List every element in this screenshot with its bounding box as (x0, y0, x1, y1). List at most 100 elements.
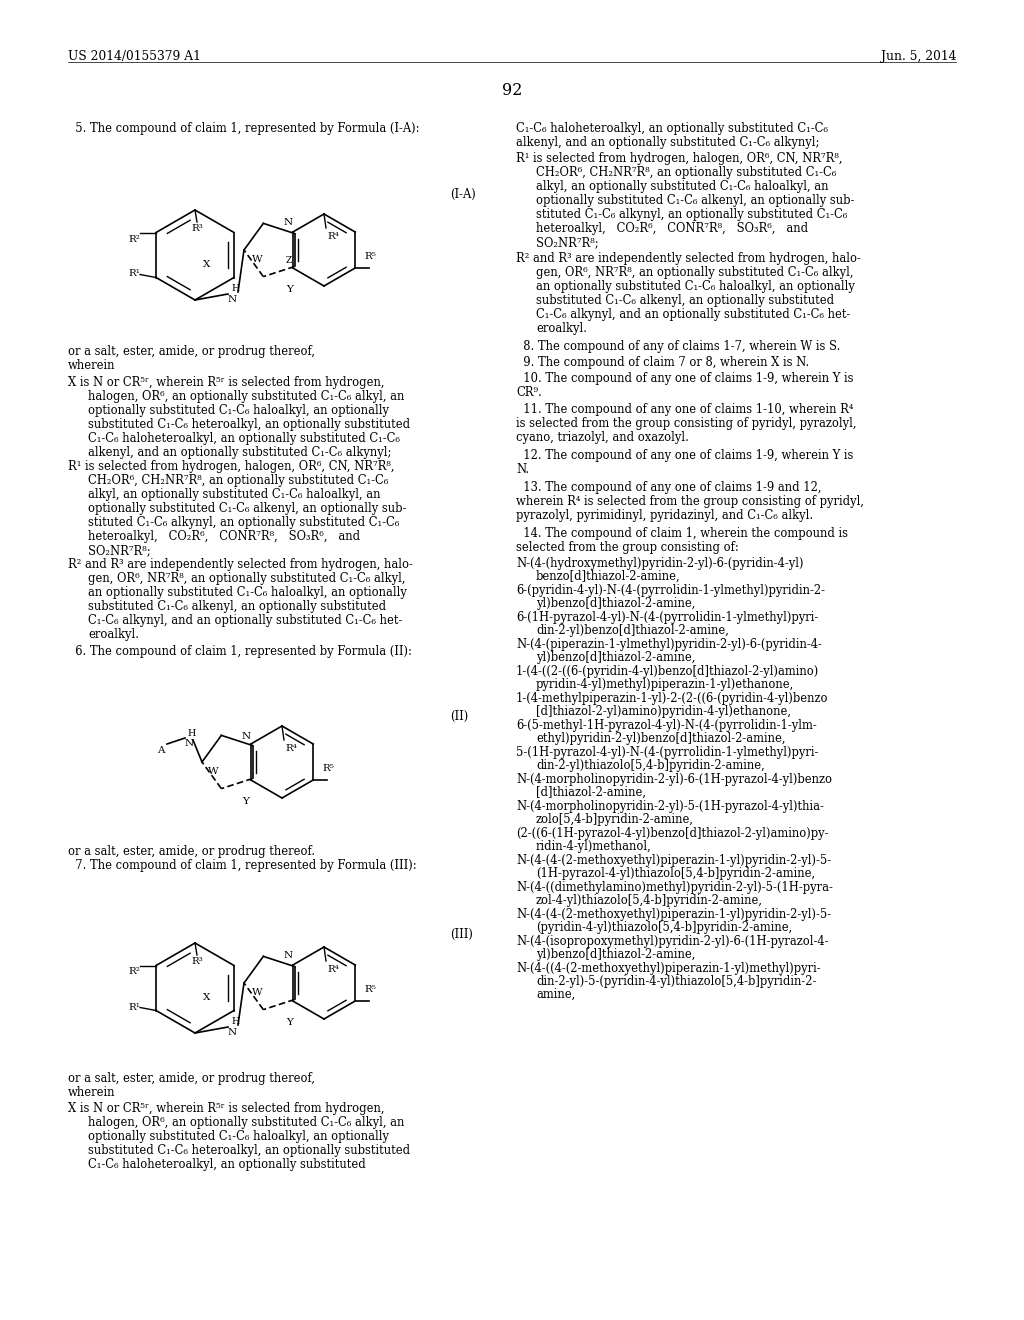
Text: yl)benzo[d]thiazol-2-amine,: yl)benzo[d]thiazol-2-amine, (536, 948, 695, 961)
Text: N-(4-morpholinopyridin-2-yl)-5-(1H-pyrazol-4-yl)thia-: N-(4-morpholinopyridin-2-yl)-5-(1H-pyraz… (516, 800, 824, 813)
Text: 8. The compound of any of claims 1‑7, wherein W is S.: 8. The compound of any of claims 1‑7, wh… (516, 341, 841, 352)
Text: R⁵: R⁵ (364, 252, 376, 261)
Text: an optionally substituted C₁-C₆ haloalkyl, an optionally: an optionally substituted C₁-C₆ haloalky… (88, 586, 407, 599)
Text: halogen, OR⁶, an optionally substituted C₁-C₆ alkyl, an: halogen, OR⁶, an optionally substituted … (88, 389, 404, 403)
Text: R² and R³ are independently selected from hydrogen, halo-: R² and R³ are independently selected fro… (68, 558, 413, 572)
Text: alkenyl, and an optionally substituted C₁-C₆ alkynyl;: alkenyl, and an optionally substituted C… (516, 136, 819, 149)
Text: optionally substituted C₁-C₆ alkenyl, an optionally sub-: optionally substituted C₁-C₆ alkenyl, an… (536, 194, 854, 207)
Text: 11. The compound of any one of claims 1‑10, wherein R⁴: 11. The compound of any one of claims 1‑… (516, 403, 853, 416)
Text: (2-((6-(1H-pyrazol-4-yl)benzo[d]thiazol-2-yl)amino)py-: (2-((6-(1H-pyrazol-4-yl)benzo[d]thiazol-… (516, 828, 828, 840)
Text: R⁵: R⁵ (322, 764, 334, 774)
Text: zolo[5,4-b]pyridin-2-amine,: zolo[5,4-b]pyridin-2-amine, (536, 813, 694, 826)
Text: N-(4-morpholinopyridin-2-yl)-6-(1H-pyrazol-4-yl)benzo: N-(4-morpholinopyridin-2-yl)-6-(1H-pyraz… (516, 774, 831, 785)
Text: alkyl, an optionally substituted C₁-C₆ haloalkyl, an: alkyl, an optionally substituted C₁-C₆ h… (88, 488, 381, 502)
Text: 6-(pyridin-4-yl)-N-(4-(pyrrolidin-1-ylmethyl)pyridin-2-: 6-(pyridin-4-yl)-N-(4-(pyrrolidin-1-ylme… (516, 583, 825, 597)
Text: R²: R² (128, 235, 140, 243)
Text: selected from the group consisting of:: selected from the group consisting of: (516, 541, 738, 554)
Text: R³: R³ (191, 957, 203, 966)
Text: X: X (203, 260, 210, 269)
Text: yl)benzo[d]thiazol-2-amine,: yl)benzo[d]thiazol-2-amine, (536, 597, 695, 610)
Text: eroalkyl.: eroalkyl. (536, 322, 587, 335)
Text: 6-(5-methyl-1H-pyrazol-4-yl)-N-(4-(pyrrolidin-1-ylm-: 6-(5-methyl-1H-pyrazol-4-yl)-N-(4-(pyrro… (516, 719, 817, 733)
Text: Y: Y (242, 797, 249, 807)
Text: N: N (185, 739, 195, 748)
Text: SO₂NR⁷R⁸;: SO₂NR⁷R⁸; (88, 544, 151, 557)
Text: yl)benzo[d]thiazol-2-amine,: yl)benzo[d]thiazol-2-amine, (536, 651, 695, 664)
Text: N-(4-(piperazin-1-ylmethyl)pyridin-2-yl)-6-(pyridin-4-: N-(4-(piperazin-1-ylmethyl)pyridin-2-yl)… (516, 638, 822, 651)
Text: CH₂OR⁶, CH₂NR⁷R⁸, an optionally substituted C₁-C₆: CH₂OR⁶, CH₂NR⁷R⁸, an optionally substitu… (88, 474, 388, 487)
Text: C₁-C₆ haloheteroalkyl, an optionally substituted C₁-C₆: C₁-C₆ haloheteroalkyl, an optionally sub… (88, 432, 400, 445)
Text: N: N (228, 294, 238, 304)
Text: W: W (208, 767, 219, 776)
Text: R⁵: R⁵ (364, 985, 376, 994)
Text: N: N (242, 733, 251, 741)
Text: 6-(1H-pyrazol-4-yl)-N-(4-(pyrrolidin-1-ylmethyl)pyri-: 6-(1H-pyrazol-4-yl)-N-(4-(pyrrolidin-1-y… (516, 611, 818, 624)
Text: R⁴: R⁴ (327, 965, 339, 974)
Text: din-2-yl)benzo[d]thiazol-2-amine,: din-2-yl)benzo[d]thiazol-2-amine, (536, 624, 729, 638)
Text: stituted C₁-C₆ alkynyl, an optionally substituted C₁-C₆: stituted C₁-C₆ alkynyl, an optionally su… (536, 209, 848, 220)
Text: 92: 92 (502, 82, 522, 99)
Text: 1-(4-((2-((6-(pyridin-4-yl)benzo[d]thiazol-2-yl)amino): 1-(4-((2-((6-(pyridin-4-yl)benzo[d]thiaz… (516, 665, 819, 678)
Text: US 2014/0155379 A1: US 2014/0155379 A1 (68, 50, 201, 63)
Text: 9. The compound of claim 7 or 8, wherein X is N.: 9. The compound of claim 7 or 8, wherein… (516, 356, 809, 370)
Text: N-(4-(4-(2-methoxyethyl)piperazin-1-yl)pyridin-2-yl)-5-: N-(4-(4-(2-methoxyethyl)piperazin-1-yl)p… (516, 908, 831, 921)
Text: C₁-C₆ haloheteroalkyl, an optionally substituted: C₁-C₆ haloheteroalkyl, an optionally sub… (88, 1158, 366, 1171)
Text: eroalkyl.: eroalkyl. (88, 628, 139, 642)
Text: optionally substituted C₁-C₆ haloalkyl, an optionally: optionally substituted C₁-C₆ haloalkyl, … (88, 404, 389, 417)
Text: wherein: wherein (68, 359, 116, 372)
Text: ridin-4-yl)methanol,: ridin-4-yl)methanol, (536, 840, 651, 853)
Text: N: N (228, 1028, 238, 1038)
Text: N-(4-(hydroxymethyl)pyridin-2-yl)-6-(pyridin-4-yl): N-(4-(hydroxymethyl)pyridin-2-yl)-6-(pyr… (516, 557, 804, 570)
Text: heteroalkyl,   CO₂R⁶,   CONR⁷R⁸,   SO₃R⁶,   and: heteroalkyl, CO₂R⁶, CONR⁷R⁸, SO₃R⁶, and (536, 222, 808, 235)
Text: pyrazolyl, pyrimidinyl, pyridazinyl, and C₁-C₆ alkyl.: pyrazolyl, pyrimidinyl, pyridazinyl, and… (516, 510, 813, 521)
Text: R¹: R¹ (128, 269, 140, 279)
Text: R⁴: R⁴ (327, 232, 339, 242)
Text: substituted C₁-C₆ heteroalkyl, an optionally substituted: substituted C₁-C₆ heteroalkyl, an option… (88, 1144, 411, 1158)
Text: optionally substituted C₁-C₆ alkenyl, an optionally sub-: optionally substituted C₁-C₆ alkenyl, an… (88, 502, 407, 515)
Text: halogen, OR⁶, an optionally substituted C₁-C₆ alkyl, an: halogen, OR⁶, an optionally substituted … (88, 1115, 404, 1129)
Text: A: A (157, 746, 165, 755)
Text: Y: Y (286, 1018, 293, 1027)
Text: optionally substituted C₁-C₆ haloalkyl, an optionally: optionally substituted C₁-C₆ haloalkyl, … (88, 1130, 389, 1143)
Text: C₁-C₆ alkynyl, and an optionally substituted C₁-C₆ het-: C₁-C₆ alkynyl, and an optionally substit… (536, 308, 850, 321)
Text: wherein R⁴ is selected from the group consisting of pyridyl,: wherein R⁴ is selected from the group co… (516, 495, 864, 508)
Text: X: X (203, 993, 210, 1002)
Text: SO₂NR⁷R⁸;: SO₂NR⁷R⁸; (536, 236, 599, 249)
Text: 13. The compound of any one of claims 1‑9 and 12,: 13. The compound of any one of claims 1‑… (516, 480, 821, 494)
Text: N-(4-(isopropoxymethyl)pyridin-2-yl)-6-(1H-pyrazol-4-: N-(4-(isopropoxymethyl)pyridin-2-yl)-6-(… (516, 935, 828, 948)
Text: cyano, triazolyl, and oxazolyl.: cyano, triazolyl, and oxazolyl. (516, 432, 689, 444)
Text: N: N (284, 218, 293, 227)
Text: 5. The compound of claim 1, represented by Formula (I-A):: 5. The compound of claim 1, represented … (68, 121, 420, 135)
Text: (II): (II) (450, 710, 468, 723)
Text: an optionally substituted C₁-C₆ haloalkyl, an optionally: an optionally substituted C₁-C₆ haloalky… (536, 280, 855, 293)
Text: amine,: amine, (536, 987, 575, 1001)
Text: gen, OR⁶, NR⁷R⁸, an optionally substituted C₁-C₆ alkyl,: gen, OR⁶, NR⁷R⁸, an optionally substitut… (536, 267, 853, 279)
Text: N.: N. (516, 463, 529, 477)
Text: N: N (284, 950, 293, 960)
Text: wherein: wherein (68, 1086, 116, 1100)
Text: X is N or CR⁵ʳ, wherein R⁵ʳ is selected from hydrogen,: X is N or CR⁵ʳ, wherein R⁵ʳ is selected … (68, 1102, 384, 1115)
Text: gen, OR⁶, NR⁷R⁸, an optionally substituted C₁-C₆ alkyl,: gen, OR⁶, NR⁷R⁸, an optionally substitut… (88, 572, 406, 585)
Text: CH₂OR⁶, CH₂NR⁷R⁸, an optionally substituted C₁-C₆: CH₂OR⁶, CH₂NR⁷R⁸, an optionally substitu… (536, 166, 837, 180)
Text: N-(4-((4-(2-methoxyethyl)piperazin-1-yl)methyl)pyri-: N-(4-((4-(2-methoxyethyl)piperazin-1-yl)… (516, 962, 820, 975)
Text: zol-4-yl)thiazolo[5,4-b]pyridin-2-amine,: zol-4-yl)thiazolo[5,4-b]pyridin-2-amine, (536, 894, 763, 907)
Text: Y: Y (286, 285, 293, 294)
Text: N-(4-((dimethylamino)methyl)pyridin-2-yl)-5-(1H-pyra-: N-(4-((dimethylamino)methyl)pyridin-2-yl… (516, 880, 833, 894)
Text: R¹ is selected from hydrogen, halogen, OR⁶, CN, NR⁷R⁸,: R¹ is selected from hydrogen, halogen, O… (68, 459, 394, 473)
Text: R² and R³ are independently selected from hydrogen, halo-: R² and R³ are independently selected fro… (516, 252, 861, 265)
Text: R³: R³ (191, 224, 203, 234)
Text: H: H (231, 1016, 240, 1026)
Text: N-(4-(4-(2-methoxyethyl)piperazin-1-yl)pyridin-2-yl)-5-: N-(4-(4-(2-methoxyethyl)piperazin-1-yl)p… (516, 854, 831, 867)
Text: R⁴: R⁴ (285, 744, 297, 752)
Text: substituted C₁-C₆ alkenyl, an optionally substituted: substituted C₁-C₆ alkenyl, an optionally… (536, 294, 835, 308)
Text: 14. The compound of claim 1, wherein the compound is: 14. The compound of claim 1, wherein the… (516, 527, 848, 540)
Text: or a salt, ester, amide, or prodrug thereof,: or a salt, ester, amide, or prodrug ther… (68, 1072, 315, 1085)
Text: or a salt, ester, amide, or prodrug thereof,: or a salt, ester, amide, or prodrug ther… (68, 345, 315, 358)
Text: H: H (187, 729, 196, 738)
Text: 6. The compound of claim 1, represented by Formula (II):: 6. The compound of claim 1, represented … (68, 645, 412, 657)
Text: R¹ is selected from hydrogen, halogen, OR⁶, CN, NR⁷R⁸,: R¹ is selected from hydrogen, halogen, O… (516, 152, 843, 165)
Text: heteroalkyl,   CO₂R⁶,   CONR⁷R⁸,   SO₃R⁶,   and: heteroalkyl, CO₂R⁶, CONR⁷R⁸, SO₃R⁶, and (88, 531, 360, 543)
Text: alkyl, an optionally substituted C₁-C₆ haloalkyl, an: alkyl, an optionally substituted C₁-C₆ h… (536, 180, 828, 193)
Text: Jun. 5, 2014: Jun. 5, 2014 (881, 50, 956, 63)
Text: substituted C₁-C₆ heteroalkyl, an optionally substituted: substituted C₁-C₆ heteroalkyl, an option… (88, 418, 411, 432)
